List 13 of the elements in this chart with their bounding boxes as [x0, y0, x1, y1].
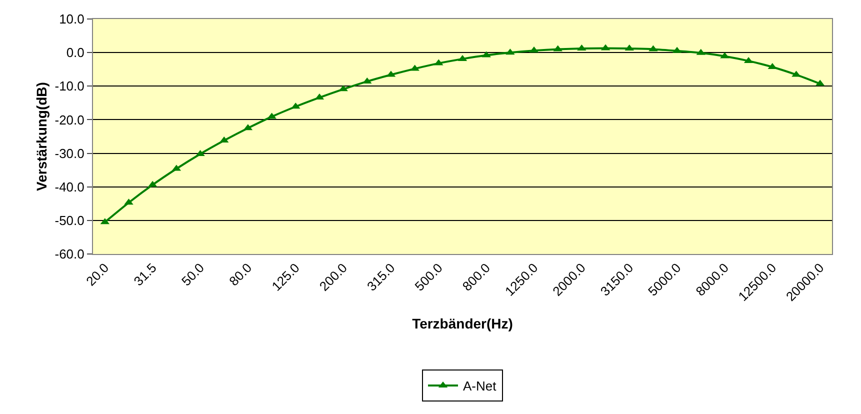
y-axis-title: Verstärkung(dB)	[33, 82, 50, 191]
y-tick-label: -60.0	[54, 246, 84, 262]
y-tick-label: -10.0	[54, 78, 84, 94]
y-tick-label: 10.0	[59, 12, 84, 27]
y-tick-label: -30.0	[54, 146, 84, 161]
x-axis-title: Terzbänder(Hz)	[412, 315, 513, 332]
y-tick-label: -40.0	[54, 179, 84, 194]
y-tick-label: -50.0	[54, 212, 84, 228]
legend-label: A-Net	[463, 378, 497, 394]
x-tick-label: 80.0	[226, 260, 255, 289]
y-tick-label: 0.0	[66, 45, 84, 60]
x-tick-label: 50.0	[178, 260, 207, 289]
y-tick-label: -20.0	[54, 112, 84, 128]
